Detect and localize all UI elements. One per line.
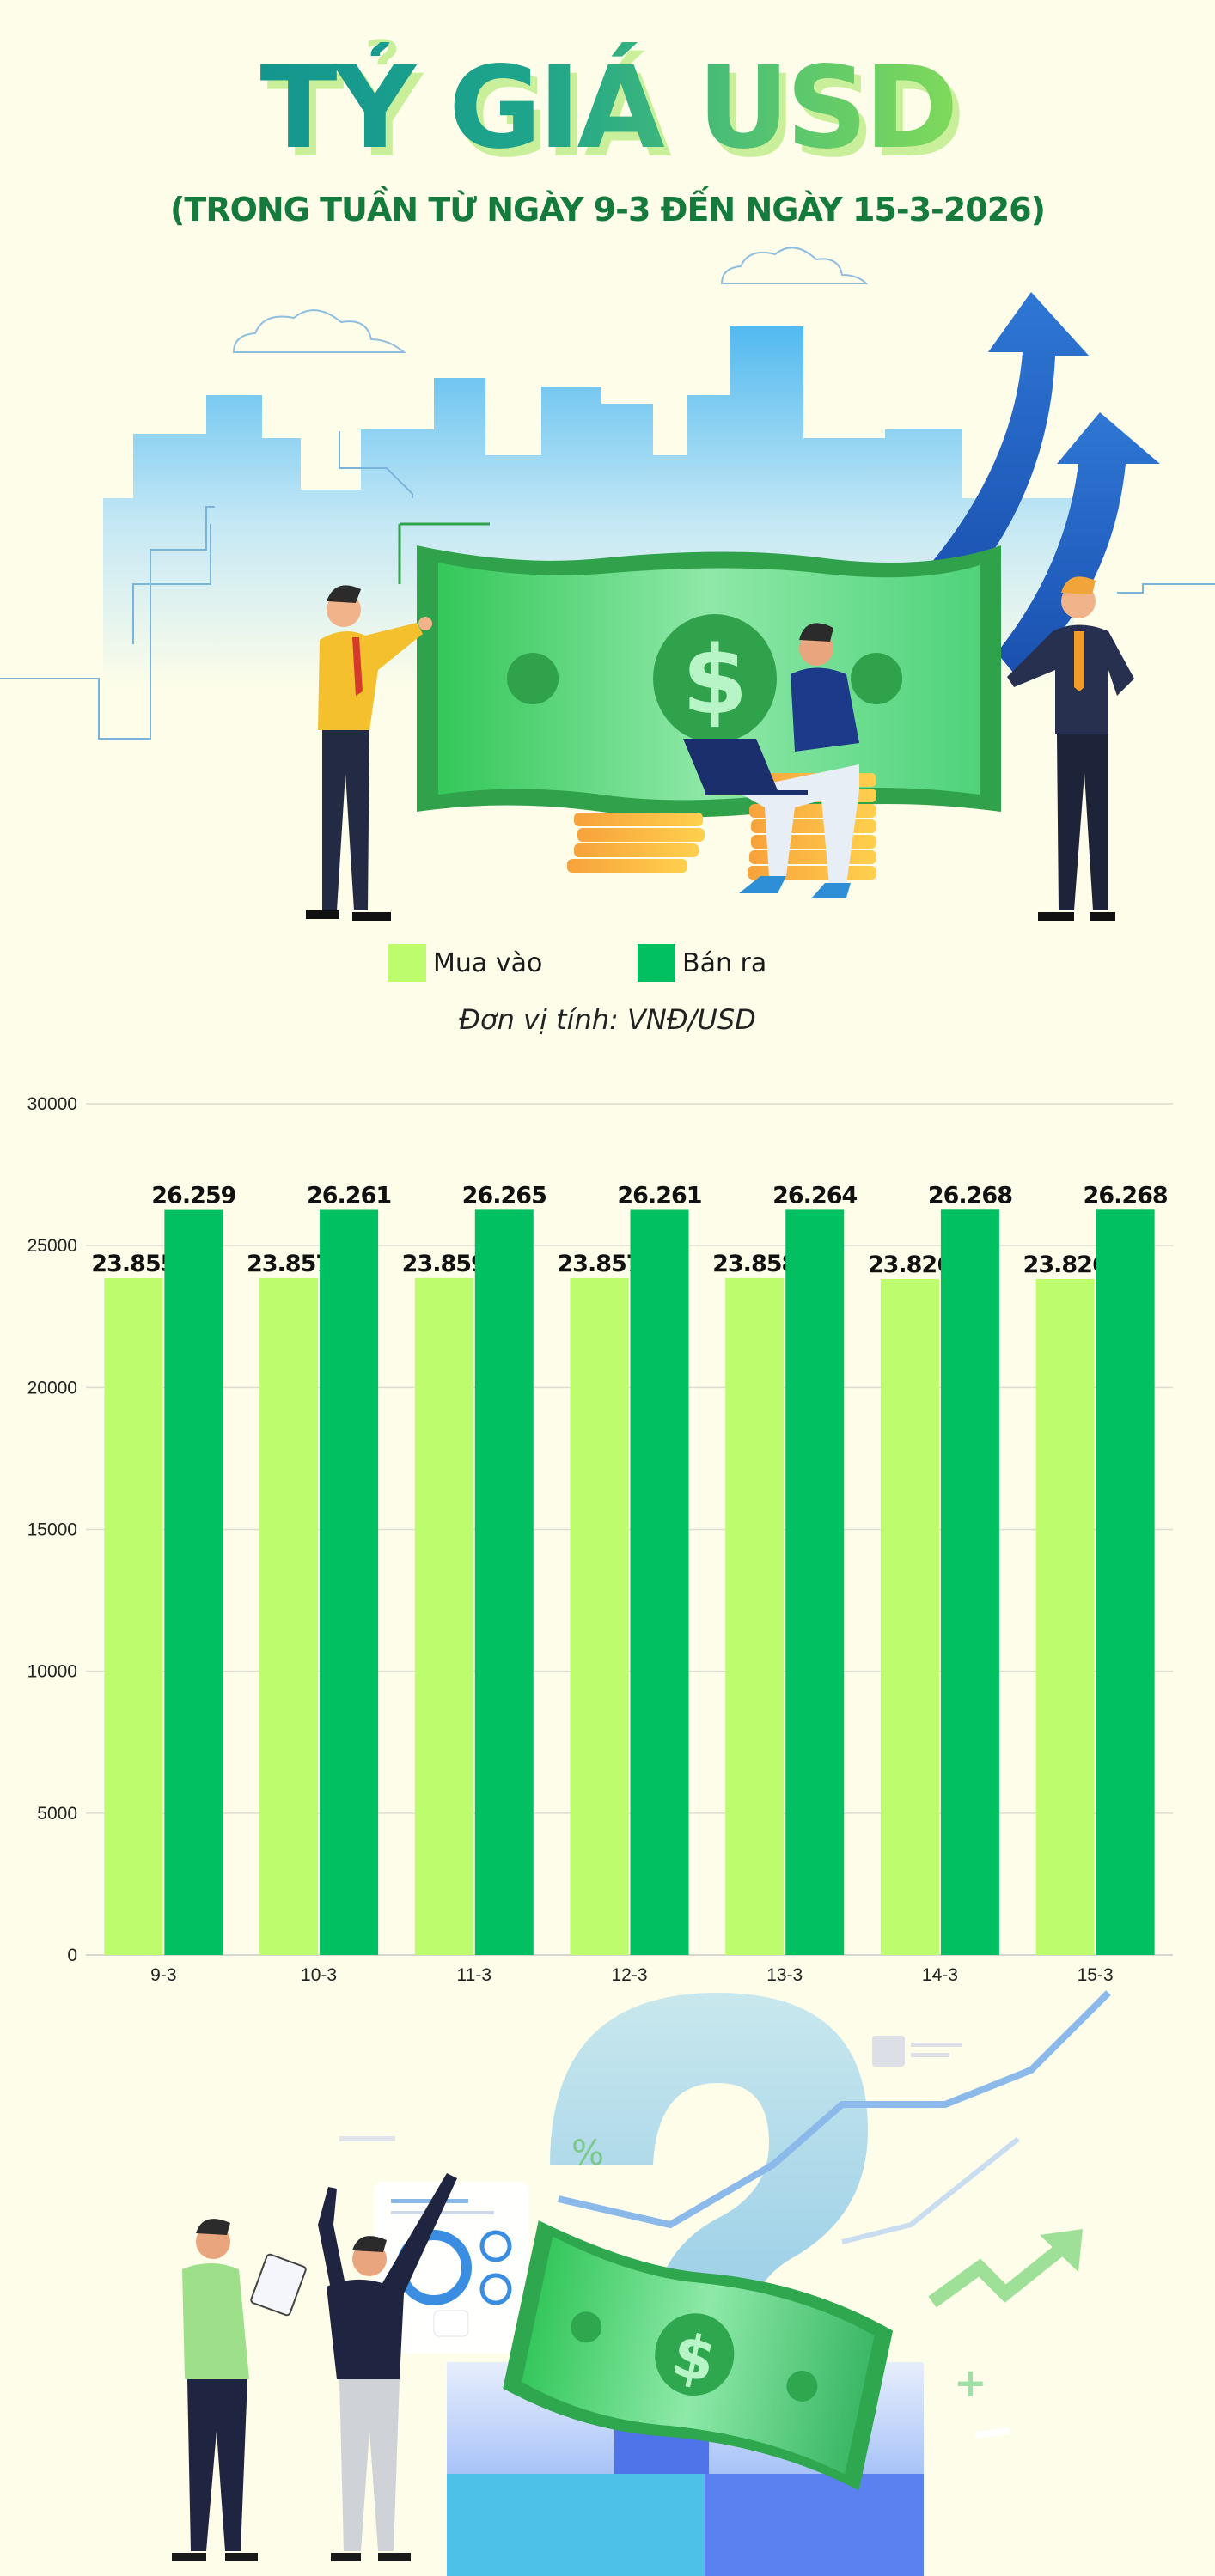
bar-chart-svg: 0 5000 10000 15000 20000 25000 30000 23.855 26.2…: [27, 1094, 1173, 1985]
legend-swatch-sell: [638, 944, 675, 982]
x-category-label: 9-3: [150, 1965, 176, 1985]
page-subtitle: (TRONG TUẦN TỪ NGÀY 9-3 ĐẾN NGÀY 15-3-20…: [170, 191, 1046, 228]
y-tick-label: 0: [67, 1946, 77, 1965]
report-board-icon: [374, 2182, 528, 2354]
y-tick-label: 30000: [27, 1094, 77, 1114]
bottom-illustration: % + $: [172, 1990, 1111, 2576]
bar-buy: [725, 1277, 785, 1955]
x-category-label: 12-3: [611, 1965, 647, 1985]
data-label-sell: 26.261: [307, 1183, 391, 1209]
data-label-sell: 26.265: [462, 1182, 546, 1209]
legend-label-sell: Bán ra: [682, 947, 767, 978]
data-label-buy: 23.858: [712, 1251, 797, 1277]
bar-sell: [320, 1209, 379, 1955]
dollar-bill-small-icon: $: [503, 2220, 894, 2491]
dollar-sign-icon: $: [682, 625, 748, 735]
x-category-label: 14-3: [922, 1965, 958, 1985]
bar-sell: [785, 1209, 845, 1955]
data-label-buy: 23.826: [868, 1251, 952, 1278]
growth-arrow-large-icon: [928, 292, 1090, 601]
data-label-buy: 23.857: [557, 1251, 641, 1277]
legend-item-sell: Bán ra: [638, 943, 766, 983]
bar-buy: [104, 1277, 163, 1955]
chart-legend: Mua vào Bán ra: [0, 943, 1215, 986]
data-label-buy: 23.859: [402, 1251, 486, 1277]
data-label-buy: 23.826: [1023, 1251, 1108, 1278]
data-label-buy: 23.857: [247, 1251, 331, 1277]
bar-buy: [1035, 1278, 1095, 1955]
y-tick-label: 20000: [27, 1378, 77, 1398]
title-text: TỶ GIÁ USD: [259, 42, 959, 174]
x-category-label: 13-3: [766, 1965, 803, 1985]
bar-sell: [1096, 1209, 1155, 1955]
data-label-sell: 26.261: [617, 1183, 701, 1209]
bar-buy: [414, 1277, 473, 1955]
chat-bubble-icon: [872, 2036, 962, 2067]
x-category-label: 11-3: [457, 1965, 491, 1985]
data-label-sell: 26.268: [928, 1182, 1012, 1209]
page-title: TỶ GIÁ USD TỶ GIÁ USD: [0, 52, 1215, 174]
legend-item-buy: Mua vào: [388, 943, 542, 983]
y-tick-label: 5000: [37, 1804, 77, 1824]
plus-icon: +: [954, 2360, 987, 2406]
x-category-label: 10-3: [301, 1965, 337, 1985]
x-category-label: 15-3: [1078, 1965, 1114, 1985]
person-pointing-icon: [318, 2173, 457, 2561]
unit-label: Đơn vị tính: VNĐ/USD: [459, 1003, 756, 1036]
data-label-sell: 26.268: [1084, 1182, 1168, 1209]
legend-swatch-buy: [388, 944, 426, 982]
y-tick-label: 25000: [27, 1236, 77, 1256]
bar-buy: [880, 1278, 939, 1955]
bar-sell: [164, 1209, 223, 1955]
businessman-right-icon: [1007, 576, 1134, 921]
growth-arrow-small-icon: [997, 412, 1160, 679]
y-tick-label: 10000: [27, 1662, 77, 1682]
cloud-left-icon: [232, 309, 406, 353]
coin-stack-left-icon: [567, 813, 705, 873]
legend-label-buy: Mua vào: [433, 947, 543, 978]
percent-icon: %: [571, 2134, 604, 2173]
data-label-sell: 26.259: [151, 1183, 235, 1209]
bar-sell: [940, 1209, 999, 1955]
bar-sell: [474, 1209, 534, 1955]
bar-sell: [630, 1209, 689, 1955]
y-tick-label: 15000: [27, 1520, 77, 1540]
bar-buy: [259, 1277, 319, 1955]
exchange-rate-chart: 0 5000 10000 15000 20000 25000 30000 23.855 26.2…: [0, 1082, 1215, 1993]
title-shadow: TỶ GIÁ USD: [7, 60, 1215, 174]
businessman-laptop-icon: [683, 623, 859, 898]
cloud-right-icon: [720, 247, 869, 284]
top-illustration: $: [0, 247, 1215, 921]
bar-buy: [570, 1277, 629, 1955]
person-clipboard-icon: [172, 2219, 307, 2561]
data-label-sell: 26.264: [772, 1182, 857, 1209]
businessman-left-icon: [306, 585, 432, 921]
data-label-buy: 23.855: [91, 1251, 175, 1277]
question-mark-icon: [550, 1993, 868, 2379]
trend-line-icon: [558, 1990, 1111, 2229]
